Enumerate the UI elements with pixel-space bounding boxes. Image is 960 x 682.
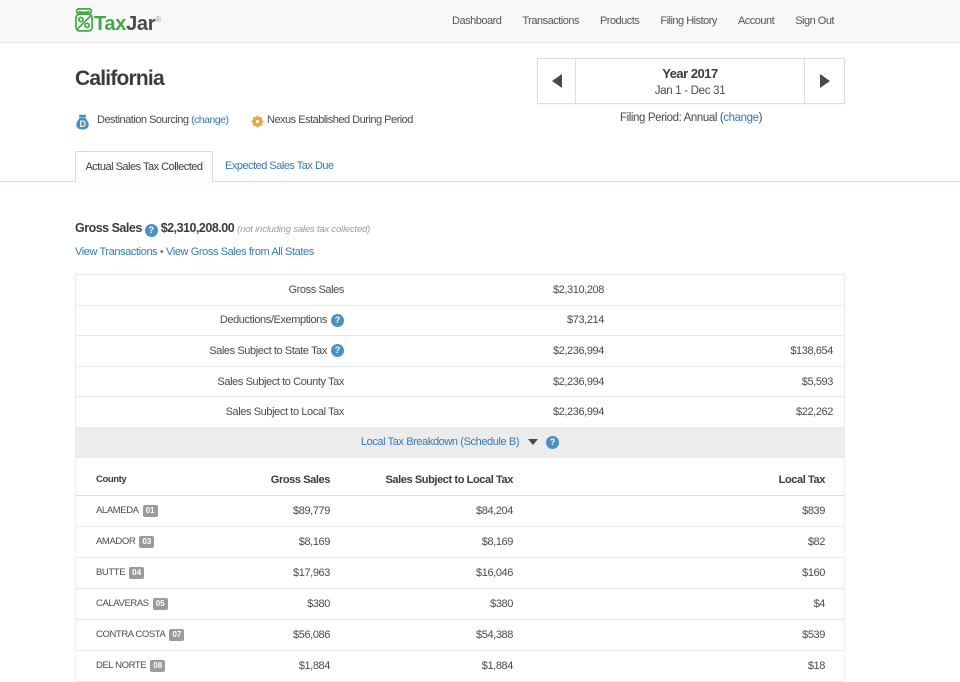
svg-text:D: D: [80, 119, 87, 129]
